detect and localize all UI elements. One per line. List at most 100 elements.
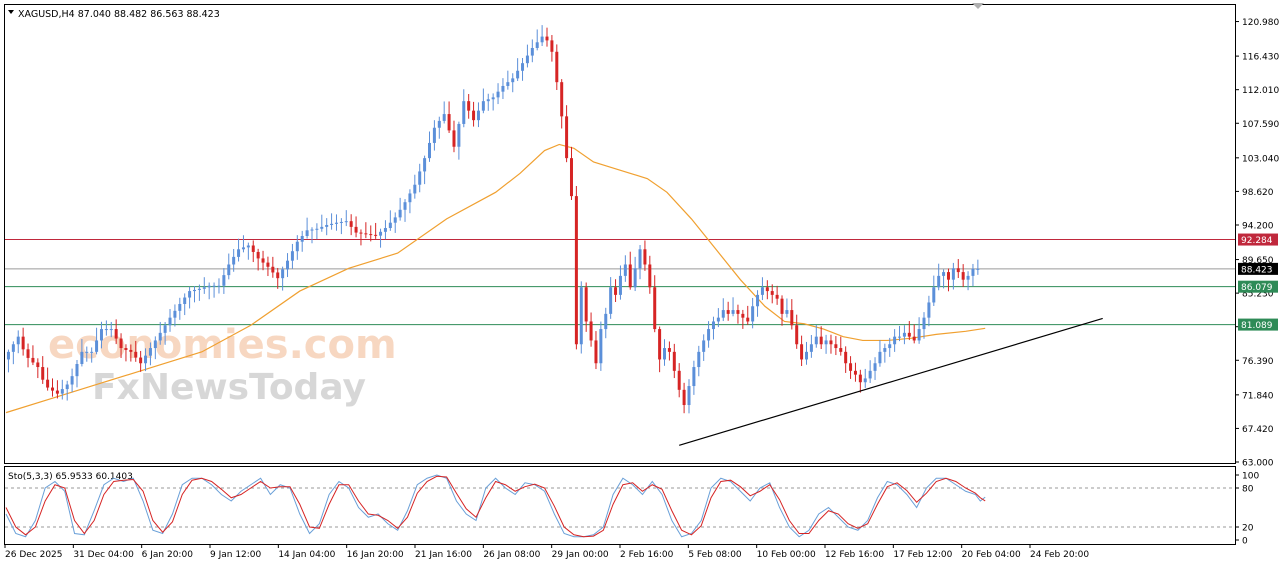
candle-body [197,288,201,290]
level-label-text: 86.079 [1241,283,1273,293]
candle-body [325,224,329,227]
candle-body [457,123,461,147]
price-tick-label: 103.040 [1242,154,1279,164]
candle-body [800,344,804,360]
candle-body [168,317,172,326]
candle-body [922,317,926,330]
candle-body [579,287,583,345]
stoch-signal-line [5,475,986,538]
price-tick-label: 71.840 [1242,391,1274,401]
candle-body [65,384,69,390]
time-tick-label: 2 Feb 16:00 [620,550,674,560]
stochastic-panel-frame [4,466,1236,545]
candle-body [604,313,608,330]
candle-body [614,287,618,295]
candle-body [124,348,128,350]
candle-body [569,158,573,197]
candle-body [217,285,221,287]
candle-body [751,306,755,322]
candle-body [256,251,260,259]
candle-body [359,232,363,234]
candle-body [853,370,857,375]
candle-body [516,70,520,79]
candle-body [472,110,476,121]
level-label-box [1238,280,1278,293]
candle-body [736,310,740,314]
main-panel-frame [4,4,1236,464]
candle-body [961,272,965,280]
price-tick-label: 67.420 [1242,425,1274,435]
level-label-text: 81.089 [1241,321,1273,331]
time-tick-label: 10 Feb 00:00 [757,550,816,560]
candle-body [902,332,906,337]
candle-body [11,344,15,352]
candle-body [555,51,559,83]
candle-body [775,294,779,299]
candle-body [344,221,348,223]
candle-body [702,340,706,352]
candle-body [648,264,652,288]
price-tick-label: 116.430 [1242,53,1279,63]
time-tick-label: 21 Jan 16:00 [415,550,472,560]
candle-body [716,317,720,322]
time-tick-label: 12 Feb 16:00 [825,550,884,560]
candle-body [75,364,79,377]
candle-body [550,40,554,52]
candle-body [60,389,64,394]
stoch-tick-label: 0 [1242,537,1248,547]
candle-body [844,351,848,364]
candle-body [898,336,902,338]
candle-body [521,63,525,71]
candle-body [408,193,412,203]
candle-body [467,101,471,111]
candle-body [643,249,647,265]
candle-body [261,258,265,263]
candle-body [462,101,466,124]
candle-body [956,268,960,273]
candles [6,25,980,414]
time-tick-label: 16 Jan 20:00 [347,550,404,560]
candle-body [21,336,25,350]
candle-body [452,130,456,147]
candle-body [770,291,774,295]
candle-body [339,221,343,223]
candle-body [178,303,182,311]
candle-body [946,272,950,280]
candle-body [266,262,270,267]
candle-body [286,260,290,270]
candle-body [413,184,417,194]
candle-body [849,363,853,371]
candle-body [393,217,397,223]
candle-body [677,370,681,390]
scroll-marker-icon[interactable] [972,3,984,9]
candle-body [829,340,833,345]
candle-body [814,336,818,345]
price-tick-label: 89.650 [1242,256,1274,266]
symbol-dropdown-icon[interactable] [8,10,14,14]
candle-body [653,287,657,330]
candle-body [41,367,45,380]
candle-body [672,351,676,371]
candle-body [383,228,387,232]
stoch-tick-label: 20 [1242,524,1254,534]
candle-body [883,348,887,352]
candle-body [476,110,480,121]
candle-body [418,171,422,185]
candle-body [442,114,446,121]
candle-body [119,338,123,349]
candle-body [971,268,975,276]
level-labels: 92.284 86.079 81.089 88.423 [1238,233,1278,331]
time-tick-label: 17 Feb 12:00 [893,550,952,560]
price-tick-label: 76.390 [1242,357,1274,367]
candle-body [310,229,314,231]
candle-body [163,325,167,333]
time-tick-label: 31 Dec 04:00 [73,550,134,560]
candle-body [535,42,539,48]
candle-body [809,344,813,352]
candle-body [153,340,157,349]
level-label-box [1238,262,1278,275]
candle-body [506,82,510,86]
candle-body [942,272,946,276]
